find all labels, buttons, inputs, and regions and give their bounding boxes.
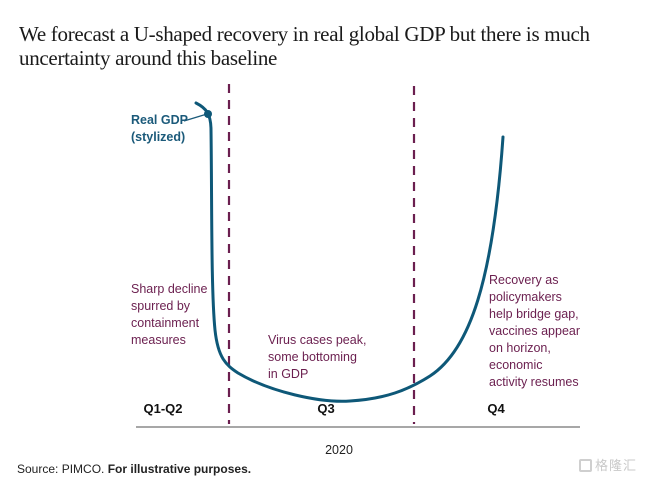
annotation-q4-line: activity resumes — [489, 375, 579, 389]
gdp-curve — [194, 101, 505, 403]
x-axis-year-label: 2020 — [325, 443, 353, 457]
annotation-q3-line: Virus cases peak, — [268, 333, 367, 347]
period-label-q1q2: Q1-Q2 — [143, 401, 183, 416]
gdp-curve-marker — [204, 110, 212, 118]
annotation-q4-line: vaccines appear — [489, 324, 581, 338]
annotation-q3: Virus cases peak, some bottoming in GDP — [268, 332, 366, 383]
annotation-q1q2-line: containment — [131, 316, 200, 330]
series-label-line-2: (stylized) — [131, 130, 186, 144]
watermark-logo-icon — [579, 459, 592, 472]
source-text: Source: PIMCO. — [17, 462, 108, 476]
annotation-q1q2-line: spurred by — [131, 299, 191, 313]
chart-title: We forecast a U-shaped recovery in real … — [19, 22, 649, 70]
annotation-q3-line: some bottoming — [268, 350, 357, 364]
annotation-q4: Recovery as policymakers help bridge gap… — [489, 272, 580, 391]
watermark: 格隆汇 — [579, 455, 637, 474]
period-label-q3: Q3 — [317, 401, 335, 416]
series-label-line-1: Real GDP — [131, 113, 188, 127]
annotation-q1q2-line: Sharp decline — [131, 282, 208, 296]
source-note: Source: PIMCO. For illustrative purposes… — [17, 462, 251, 476]
annotation-q4-line: economic — [489, 358, 543, 372]
annotation-q4-line: help bridge gap, — [489, 307, 579, 321]
series-label-leader — [183, 113, 208, 122]
period-label-q4: Q4 — [487, 401, 505, 416]
annotation-q4-line: Recovery as — [489, 273, 559, 287]
annotation-q4-line: on horizon, — [489, 341, 551, 355]
source-disclaimer: For illustrative purposes. — [107, 462, 252, 476]
annotation-q3-line: in GDP — [268, 367, 309, 381]
watermark-text: 格隆汇 — [595, 459, 638, 474]
annotation-q1q2: Sharp decline spurred by containment mea… — [131, 281, 207, 349]
annotation-q4-line: policymakers — [489, 290, 562, 304]
chart-title-line-2: uncertainty around this baseline — [19, 46, 278, 70]
chart-title-line-1: We forecast a U-shaped recovery in real … — [19, 22, 590, 46]
series-label-real-gdp: Real GDP (stylized) — [131, 112, 188, 146]
annotation-q1q2-line: measures — [131, 333, 186, 347]
